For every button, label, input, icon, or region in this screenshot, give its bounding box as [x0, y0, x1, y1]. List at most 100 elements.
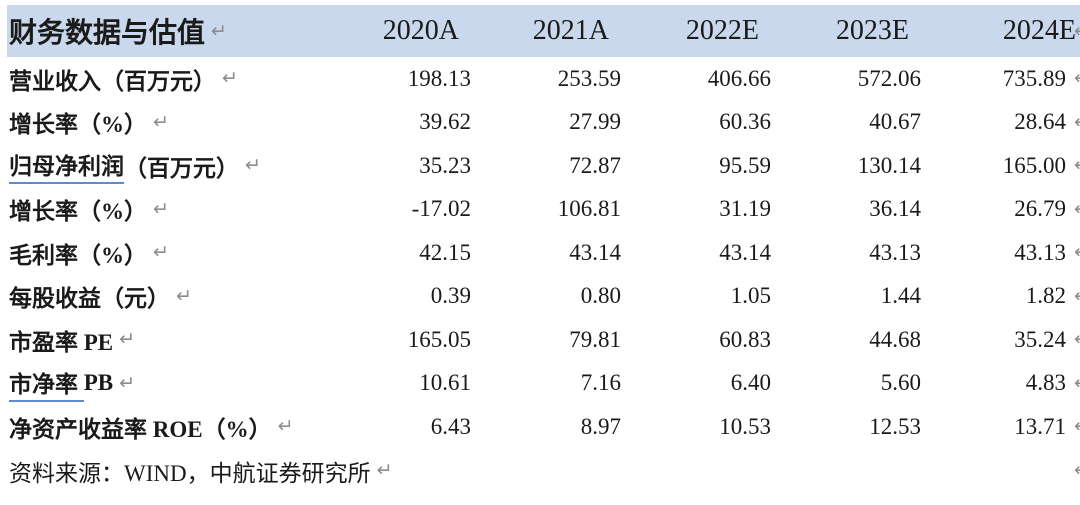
column-header-label: 2020A: [382, 15, 459, 46]
cell-value-text: 4.83: [1025, 370, 1066, 396]
cell-value: 44.68: [869, 326, 921, 352]
paragraph-mark-icon: ↵: [245, 154, 261, 177]
column-header-label: 2023E: [835, 15, 909, 46]
cell-value: 1.05: [730, 283, 771, 309]
cell-value: -17.02: [411, 196, 471, 222]
column-header-label: 2024E: [1002, 15, 1076, 46]
paragraph-mark-icon: ↵: [1074, 286, 1080, 306]
paragraph-mark-icon: ↵: [1074, 373, 1080, 393]
column-header-2023e: 2023E: [773, 15, 923, 47]
paragraph-mark-icon: ↵: [211, 19, 227, 42]
paragraph-mark-icon: ↵: [222, 67, 238, 90]
cell-value-text: 35.24: [1014, 326, 1066, 352]
cell-value: 43.13: [869, 239, 921, 265]
table-row-pe: 市盈率 PE↵ 165.05 79.81 60.83 44.68 35.24↵: [7, 318, 1080, 362]
data-source-note: 资料来源：WIND，中航证券研究所↵↵: [7, 449, 1080, 493]
cell-value: 60.36: [719, 109, 771, 135]
paragraph-mark-icon: ↵: [119, 328, 136, 351]
row-label: 市净率 PB ↵: [7, 365, 333, 402]
cell-value-text: 28.64: [1014, 109, 1066, 135]
cell-value: 36.14: [869, 196, 921, 222]
cell-value-text: 26.79: [1014, 196, 1066, 222]
cell-value: 27.99: [569, 109, 621, 135]
paragraph-mark-icon: ↵: [1074, 112, 1080, 132]
cell-value: 735.89 ↵: [923, 66, 1080, 92]
cell-value: 165.05: [407, 326, 471, 352]
cell-value: 31.19: [719, 196, 771, 222]
cell-value-text: 735.89: [1002, 65, 1066, 91]
financial-valuation-table: 财务数据与估值↵ 2020A 2021A 2022E 2023E 2024E↵ …: [7, 5, 1080, 493]
cell-value-text: 13.71: [1014, 413, 1066, 439]
cell-value: 43.13 ↵: [923, 240, 1080, 266]
column-header-label: 2022E: [685, 15, 759, 46]
paragraph-mark-icon: ↵: [1074, 156, 1080, 175]
cell-value: 0.39: [430, 283, 471, 309]
cell-value: 95.59: [719, 152, 771, 178]
cell-value-text: 1.82: [1025, 283, 1066, 309]
table-row-gross-margin: 毛利率（%） ↵ 42.15 43.14 43.14 43.13 43.13 ↵: [7, 231, 1080, 275]
column-header-2022e: 2022E: [623, 15, 773, 47]
column-header-2020a: 2020A: [333, 15, 473, 47]
cell-value: 6.40: [730, 370, 771, 396]
table-row-roe: 净资产收益率 ROE（%） ↵ 6.43 8.97 10.53 12.53 13.…: [7, 405, 1080, 449]
cell-value: 253.59: [557, 65, 621, 91]
underlined-term: 归母净利润: [9, 147, 124, 185]
row-label: 市盈率 PE ↵: [7, 323, 333, 357]
row-label-text: 净资产收益率 ROE（%）: [9, 416, 272, 442]
cell-value: 198.13: [407, 65, 471, 91]
cell-value: 4.83 ↵: [923, 370, 1080, 396]
cell-value: 5.60: [880, 370, 921, 396]
cell-value: 12.53: [869, 413, 921, 439]
row-label: 归母净利润 （百万元） ↵: [7, 147, 333, 185]
paragraph-mark-icon: ↵: [376, 459, 393, 481]
paragraph-mark-icon: ↵: [1074, 199, 1080, 219]
cell-value: 42.15: [419, 239, 471, 265]
paragraph-mark-icon: ↵: [1074, 330, 1080, 349]
row-label-text: 营业收入（百万元）: [9, 68, 216, 94]
table-header-row: 财务数据与估值↵ 2020A 2021A 2022E 2023E 2024E↵: [7, 5, 1080, 57]
cell-value: 10.61: [419, 370, 471, 396]
cell-value: 13.71 ↵: [923, 414, 1080, 440]
row-label: 每股收益（元） ↵: [7, 279, 333, 313]
row-label-text: 市盈率 PE: [9, 329, 114, 355]
table-row-revenue: 营业收入（百万元） ↵ 198.13 253.59 406.66 572.06 7…: [7, 57, 1080, 101]
row-label: 净资产收益率 ROE（%） ↵: [7, 410, 333, 444]
row-label: 增长率（%） ↵: [7, 192, 333, 226]
paragraph-mark-icon: ↵: [1074, 243, 1080, 262]
cell-value: 43.14: [719, 239, 771, 265]
cell-value: 6.43: [430, 413, 471, 439]
row-label: 毛利率（%） ↵: [7, 236, 333, 270]
column-header-2024e: 2024E↵: [923, 15, 1080, 47]
cell-value: 79.81: [569, 326, 621, 352]
paragraph-mark-icon: ↵: [153, 110, 169, 133]
cell-value: 40.67: [869, 109, 921, 135]
row-label-text: 每股收益（元）: [9, 286, 170, 312]
row-label-text: 增长率（%）: [9, 112, 147, 138]
cell-value: 39.62: [419, 109, 471, 135]
table-row-net-profit: 归母净利润 （百万元） ↵ 35.23 72.87 95.59 130.14 165…: [7, 144, 1080, 188]
table-row-revenue-growth: 增长率（%） ↵ 39.62 27.99 60.36 40.67 28.64 ↵: [7, 101, 1080, 145]
row-label-text: （百万元）: [124, 155, 239, 181]
cell-value: 35.24 ↵: [923, 327, 1080, 353]
column-header-2021a: 2021A: [473, 15, 623, 47]
underlined-term: 市净率: [9, 365, 84, 402]
paragraph-mark-icon: ↵: [1074, 417, 1080, 436]
paragraph-mark-icon: ↵: [176, 284, 192, 307]
data-source-text: 资料来源：WIND，中航证券研究所: [9, 460, 371, 486]
cell-value: 106.81: [557, 196, 621, 222]
cell-value-text: 165.00: [1002, 152, 1066, 178]
paragraph-mark-icon: ↵: [277, 415, 294, 438]
cell-value: 60.83: [719, 326, 771, 352]
column-header-label: 2021A: [532, 15, 609, 46]
paragraph-mark-icon: ↵: [119, 371, 136, 394]
cell-value: 8.97: [580, 413, 621, 439]
cell-value: 572.06: [857, 65, 921, 91]
table-row-pb: 市净率 PB↵ 10.61 7.16 6.40 5.60 4.83↵: [7, 362, 1080, 406]
cell-value: 406.66: [707, 65, 771, 91]
paragraph-mark-icon: ↵: [153, 197, 169, 220]
cell-value: 165.00 ↵: [923, 153, 1080, 179]
paragraph-mark-icon: ↵: [1074, 69, 1080, 88]
table-title-cell: 财务数据与估值 ↵: [7, 11, 333, 51]
paragraph-mark-icon: ↵: [1074, 461, 1080, 480]
paragraph-mark-icon: ↵: [153, 241, 169, 264]
